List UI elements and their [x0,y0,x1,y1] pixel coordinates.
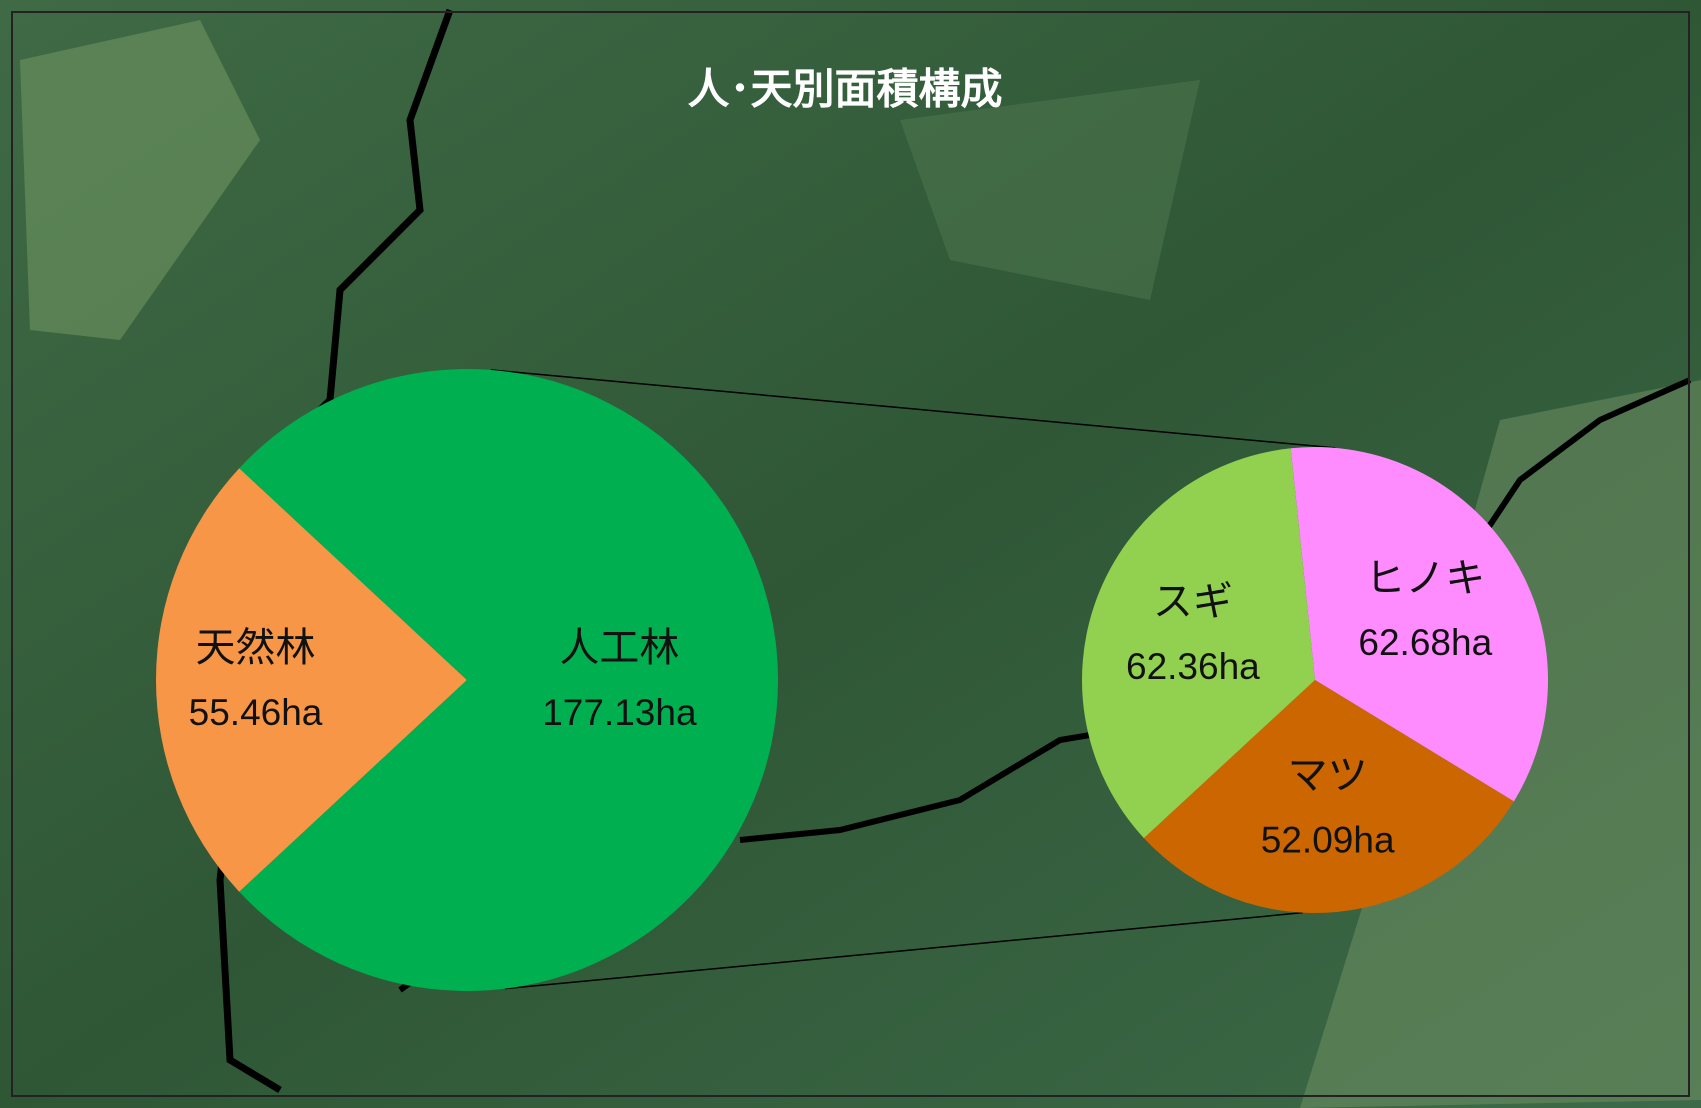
slice-label: スギ [1153,579,1233,625]
slice-label: 人工林 [559,625,679,671]
slice-value: 52.09ha [1261,819,1395,860]
slice-label: マツ [1288,753,1368,799]
chart: 人･天別面積構成 天然林 55.46ha 人工林 177.13ha ヒノキ 62.68ha… [0,0,1701,1108]
slice-value: 55.46ha [189,692,323,733]
slice-label: 天然林 [196,625,316,671]
slice-label: ヒノキ [1365,555,1485,601]
slice-value: 177.13ha [542,692,697,733]
slice-value: 62.68ha [1358,622,1492,663]
chart-title: 人･天別面積構成 [687,65,1002,114]
slice-value: 62.36ha [1126,646,1260,687]
